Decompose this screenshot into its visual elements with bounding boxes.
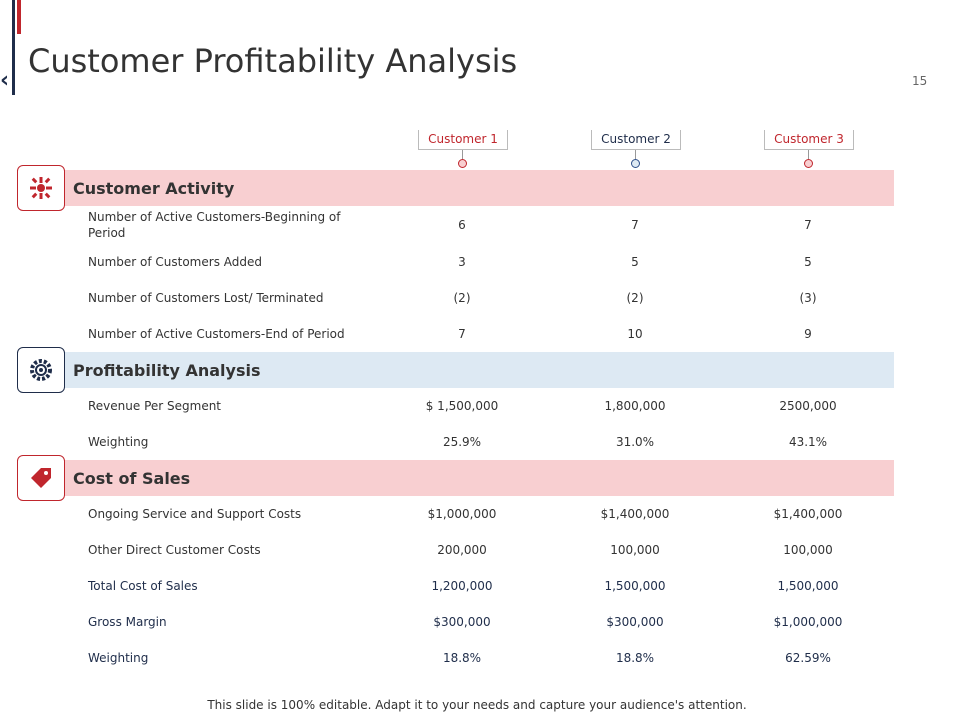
row-label: Weighting (88, 435, 149, 449)
cell: 10 (627, 327, 643, 341)
connector (808, 150, 809, 159)
cell: (3) (799, 291, 817, 305)
cell: (2) (626, 291, 644, 305)
cell: 200,000 (437, 543, 487, 557)
row-label: Total Cost of Sales (88, 579, 198, 593)
connector (462, 150, 463, 159)
section-icon (17, 347, 65, 393)
cell: 5 (804, 255, 812, 269)
section-title: Profitability Analysis (73, 361, 261, 380)
cell: 6 (458, 218, 466, 232)
column-header: Customer 3 (764, 130, 854, 150)
section-band (18, 170, 894, 206)
marker (458, 159, 467, 168)
row-label: Number of Active Customers-End of Period (88, 327, 345, 341)
title: Customer Profitability Analysis (28, 42, 518, 80)
cell: 5 (631, 255, 639, 269)
cell: $1,000,000 (773, 615, 843, 629)
cell: 9 (804, 327, 812, 341)
cell: 1,500,000 (604, 579, 666, 593)
cell: $300,000 (433, 615, 491, 629)
cell: 1,200,000 (431, 579, 493, 593)
cell: 3 (458, 255, 466, 269)
cell: 62.59% (785, 651, 831, 665)
cell: 2500,000 (779, 399, 837, 413)
cell: $1,400,000 (600, 507, 670, 521)
marker (631, 159, 640, 168)
cell: 18.8% (615, 651, 655, 665)
section-title: Cost of Sales (73, 469, 191, 488)
row-label: Ongoing Service and Support Costs (88, 507, 302, 521)
accent-bar (17, 0, 21, 34)
section-title: Customer Activity (73, 179, 235, 198)
cell: 1,500,000 (777, 579, 839, 593)
row-label: Other Direct Customer Costs (88, 543, 261, 557)
cell: 7 (804, 218, 812, 232)
column-header: Customer 1 (418, 130, 508, 150)
cell: $1,400,000 (773, 507, 843, 521)
column-header: Customer 2 (591, 130, 681, 150)
marker (804, 159, 813, 168)
cell: 7 (458, 327, 466, 341)
cell: (2) (453, 291, 471, 305)
connector (635, 150, 636, 159)
cell: $1,000,000 (427, 507, 497, 521)
section-icon (17, 165, 65, 211)
nav-arrow[interactable]: ‹ (0, 68, 10, 93)
section-icon (17, 455, 65, 501)
row-label: Number of Customers Added (88, 255, 262, 269)
row-label: Number of Customers Lost/ Terminated (88, 291, 324, 305)
cell: 18.8% (442, 651, 482, 665)
footer: This slide is 100% editable. Adapt it to… (207, 698, 747, 712)
cell: $300,000 (606, 615, 664, 629)
row-label: Revenue Per Segment (88, 399, 222, 413)
accent-bar (12, 0, 15, 95)
section-band (18, 352, 894, 388)
cell: 1,800,000 (604, 399, 666, 413)
row-label: Gross Margin (88, 615, 167, 629)
cell: 7 (631, 218, 639, 232)
cell: 25.9% (442, 435, 482, 449)
section-band (18, 460, 894, 496)
cell: 31.0% (615, 435, 655, 449)
cell: 43.1% (788, 435, 828, 449)
row-label: Weighting (88, 651, 149, 665)
cell: $ 1,500,000 (425, 399, 499, 413)
cell: 100,000 (783, 543, 833, 557)
page-number: 15 (912, 74, 928, 88)
row-label: Number of Active Customers-Beginning of … (88, 210, 341, 240)
cell: 100,000 (610, 543, 660, 557)
